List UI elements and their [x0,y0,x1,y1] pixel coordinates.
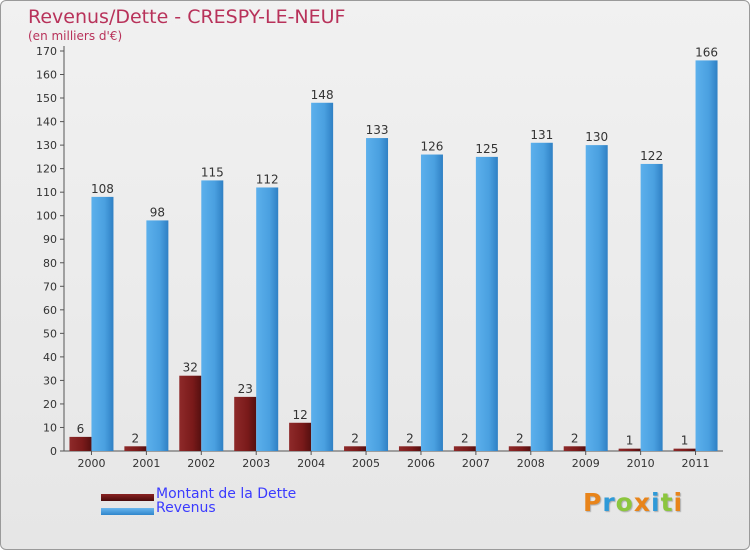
data-label-dette: 2 [571,431,579,445]
y-tick-label: 60 [43,304,57,317]
y-tick-label: 160 [36,69,57,82]
y-tick-label: 40 [43,351,57,364]
x-tick-label: 2010 [627,457,655,470]
y-tick-label: 30 [43,374,57,387]
bar-revenus-2011 [695,60,718,451]
x-tick-label: 2000 [77,457,105,470]
bar-dette-2009 [563,446,586,451]
chart-subtitle: (en milliers d'€) [28,29,123,43]
data-label-dette: 2 [406,431,414,445]
y-tick-label: 140 [36,116,57,129]
bar-dette-2004 [289,422,312,451]
data-label-revenus: 131 [530,128,553,142]
y-tick-label: 100 [36,210,57,223]
bar-dette-2010 [618,448,641,451]
bar-revenus-2009 [585,145,608,451]
bar-dette-2011 [673,448,696,451]
bar-dette-2005 [344,446,367,451]
data-label-revenus: 130 [585,130,608,144]
data-label-revenus: 148 [311,88,334,102]
data-label-dette: 12 [292,408,307,422]
data-label-revenus: 126 [421,140,444,154]
y-tick-label: 90 [43,233,57,246]
y-tick-label: 110 [36,186,57,199]
bar-dette-2007 [453,446,476,451]
bar-revenus-2001 [146,220,169,451]
x-tick-label: 2005 [352,457,380,470]
data-label-dette: 2 [461,431,469,445]
bar-revenus-2008 [530,142,553,451]
bar-dette-2008 [508,446,531,451]
x-tick-label: 2003 [242,457,270,470]
data-label-revenus: 115 [201,165,224,179]
legend-swatch-revenus [101,508,154,515]
data-label-revenus: 112 [256,172,279,186]
y-tick-label: 150 [36,92,57,105]
bar-dette-2003 [234,396,257,451]
y-tick-label: 50 [43,327,57,340]
y-tick-label: 130 [36,139,57,152]
x-tick-label: 2008 [517,457,545,470]
bar-dette-2000 [69,436,92,451]
bar-revenus-2007 [475,156,498,451]
bar-dette-2002 [179,375,202,451]
proxiti-logo: Proxiti [583,488,684,517]
data-label-dette: 2 [351,431,359,445]
x-tick-label: 2001 [132,457,160,470]
x-tick-label: 2002 [187,457,215,470]
y-tick-label: 120 [36,163,57,176]
bar-revenus-2003 [256,187,279,451]
chart-title: Revenus/Dette - CRESPY-LE-NEUF [28,6,346,28]
bar-revenus-2006 [420,154,443,451]
bar-revenus-2004 [311,102,334,451]
data-label-dette: 6 [77,422,85,436]
data-label-revenus: 133 [366,123,389,137]
x-tick-label: 2011 [682,457,710,470]
y-tick-label: 80 [43,257,57,270]
data-label-dette: 2 [516,431,524,445]
x-tick-label: 2009 [572,457,600,470]
data-label-revenus: 98 [150,205,165,219]
x-tick-label: 2004 [297,457,325,470]
bar-dette-2001 [124,446,147,451]
bar-revenus-2005 [366,138,389,451]
data-label-revenus: 166 [695,45,718,59]
data-label-revenus: 125 [475,142,498,156]
x-tick-label: 2007 [462,457,490,470]
y-tick-label: 10 [43,421,57,434]
data-label-revenus: 108 [91,182,114,196]
y-tick-label: 0 [50,445,57,458]
bar-revenus-2000 [91,196,114,451]
data-label-dette: 1 [681,434,689,448]
y-tick-label: 70 [43,280,57,293]
data-label-dette: 32 [183,361,198,375]
y-tick-label: 20 [43,398,57,411]
data-label-dette: 23 [238,382,253,396]
data-label-dette: 1 [626,434,634,448]
legend-label-dette: Montant de la Dette [156,486,297,502]
legend-label-revenus: Revenus [156,500,216,516]
bar-dette-2006 [398,446,421,451]
legend-swatch-dette [101,494,154,501]
bar-revenus-2002 [201,180,224,452]
bar-revenus-2010 [640,163,663,452]
data-label-dette: 2 [132,431,140,445]
y-tick-label: 170 [36,45,57,58]
x-tick-label: 2006 [407,457,435,470]
data-label-revenus: 122 [640,149,663,163]
